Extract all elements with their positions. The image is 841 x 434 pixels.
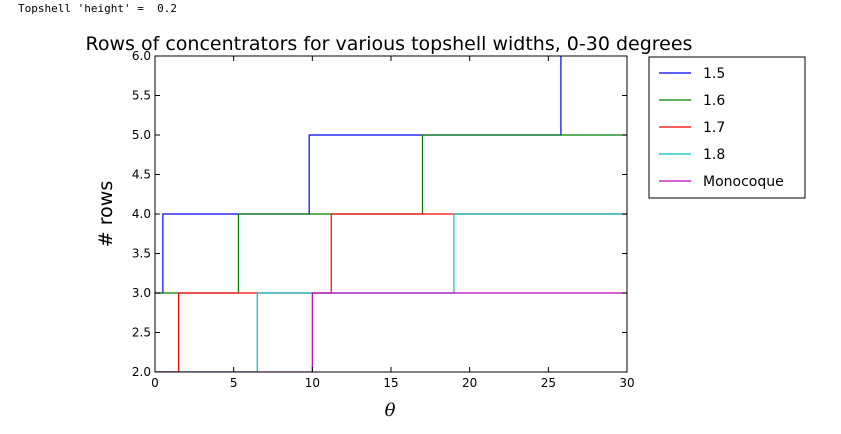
legend-entry-4: 1.8 — [703, 147, 725, 163]
x-tick-label: 0 — [151, 376, 159, 390]
series-line-1 — [155, 56, 562, 294]
y-tick-label: 6.0 — [132, 49, 151, 63]
cell-output-text: Topshell 'height' = 0.2 — [18, 2, 177, 15]
x-tick-label: 15 — [383, 376, 398, 390]
x-tick-label: 30 — [619, 376, 634, 390]
y-axis-label: # rows — [95, 181, 117, 247]
x-tick-label: 25 — [541, 376, 556, 390]
y-tick-label: 3.0 — [132, 286, 151, 300]
x-tick-label: 5 — [230, 376, 238, 390]
y-tick-label: 4.5 — [132, 168, 151, 182]
legend-entry-1: 1.5 — [703, 66, 725, 82]
legend-entry-5: Monocoque — [703, 174, 784, 190]
chart-title: Rows of concentrators for various topshe… — [86, 33, 693, 55]
plot-area: 0 5 10 15 20 25 30 2.0 2.5 3.0 3.5 4.0 4.5 5.0 5.5 6.0 — [132, 49, 635, 390]
y-tick-label: 5.0 — [132, 128, 151, 142]
y-tick-label: 4.0 — [132, 207, 151, 221]
legend-entry-3: 1.7 — [703, 120, 725, 136]
legend-entry-2: 1.6 — [703, 93, 725, 109]
y-tick-label: 5.5 — [132, 89, 151, 103]
y-tick-label: 3.5 — [132, 247, 151, 261]
series-line-3 — [155, 213, 627, 372]
x-tick-label: 10 — [305, 376, 320, 390]
series-line-5 — [155, 292, 627, 372]
x-tick-label: 20 — [462, 376, 477, 390]
x-axis-label: θ — [385, 400, 396, 421]
y-tick-label: 2.0 — [132, 365, 151, 379]
legend-box — [648, 56, 806, 199]
legend: 1.5 1.6 1.7 1.8 Monocoque — [648, 56, 806, 199]
y-tick-label: 2.5 — [132, 326, 151, 340]
